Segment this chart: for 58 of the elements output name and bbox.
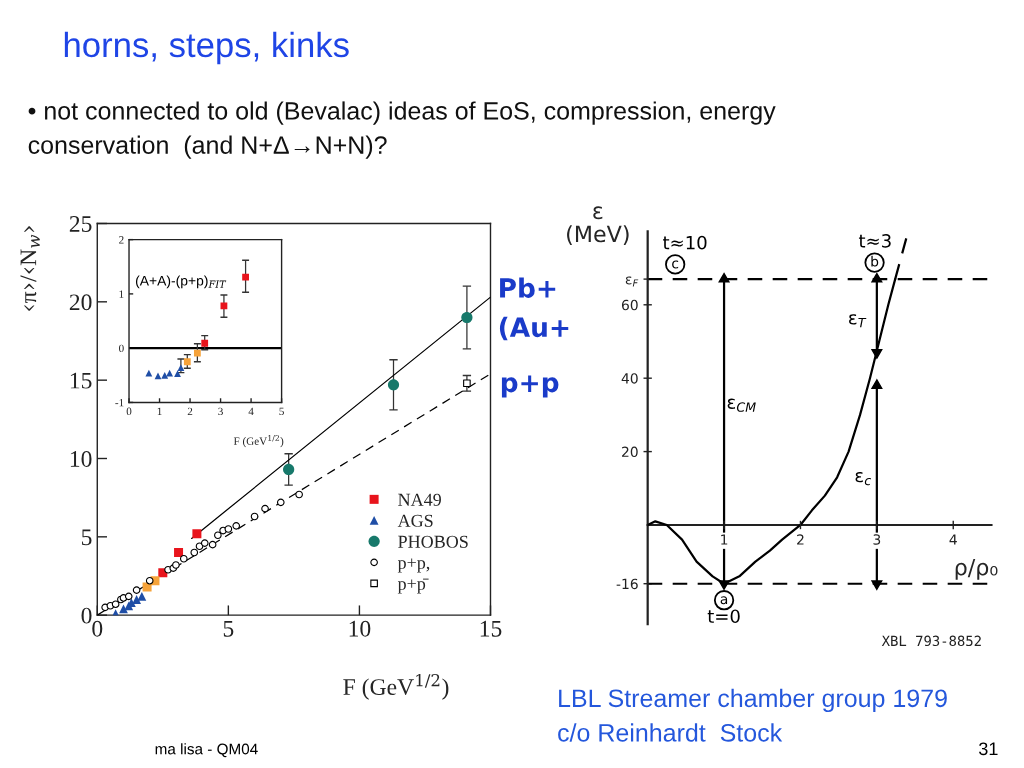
x-tick-label: 4 [949,534,957,545]
text: 31 [979,742,998,756]
x-tick-label: 2 [797,534,804,545]
legend-label: p+p, [397,558,430,573]
x-tick-label: 1 [721,534,728,545]
y-tick-label: 20 [622,446,638,458]
chart-subtitle: • not connected to old (Bevalac) ideas of EoS, compression, energy conservation (and N+Δ→N+N)? [28,101,776,159]
annotation: t≈10 [663,235,707,250]
legend-label: PHOBOS [398,535,468,548]
y-axis-title: ‹π›/‹N$_{w}$› [20,226,40,311]
annotation: ε$_{T}$ [849,314,867,328]
text: (Au+ [499,316,569,341]
y-tick-label: 25 [69,216,92,232]
y-axis-title: ε (MeV) [567,206,629,245]
y-tick-label: 60 [621,299,638,311]
x-tick-label: 2 [187,407,193,415]
x-tick-label: 10 [349,620,371,637]
annotation: (A+A)-(p+p)$_{FIT}$ [135,275,227,289]
annotation: a [720,596,728,605]
legend-label: p+p̄ [397,578,429,594]
x-tick-label: 4 [248,407,254,415]
legend-label: NA49 [398,493,441,506]
y-tick-label: 20 [69,294,92,311]
y-tick-label: 0 [119,344,124,353]
x-tick-label: 0 [92,620,103,637]
x-tick-label: 5 [279,407,284,416]
x-axis-title: F (GeV$^{1/2}$) [233,435,284,448]
y-tick-label: 15 [70,372,92,389]
annotation: t=0 [707,609,740,624]
y-tick-label: ε$_{F}$ [625,276,639,287]
y-tick-label: 1 [119,290,124,298]
annotation: c [672,260,679,269]
y-tick-label: 40 [621,373,638,384]
x-axis-title: ρ/ρ₀ [955,559,998,580]
x-axis-title: F (GeV$^{1/2}$) [343,673,449,700]
y-tick-label: 0 [81,607,92,624]
text: XBL 793-8852 [881,635,981,647]
annotation: b [871,255,879,267]
text: LBL Streamer chamber group 1979 [559,688,947,713]
text: ma lisa - QM04 [155,743,258,758]
x-tick-label: 5 [223,620,234,637]
legend-label: AGS [397,514,433,527]
x-tick-label: 0 [126,407,132,416]
text: Pb+ [500,277,556,298]
y-tick-label: 10 [70,450,92,467]
y-tick-label: -1 [115,398,124,407]
x-tick-label: 15 [480,620,502,637]
annotation: ε$_{CM}$ [727,398,756,412]
x-tick-label: 3 [218,407,223,416]
text: p+p [501,375,559,398]
x-tick-label: 3 [873,534,881,545]
y-tick-label: -16 [616,578,638,590]
text: c/o Reinhardt Stock [558,723,783,742]
annotation: ε$_{c}$ [855,471,872,486]
chart-title: horns, steps, kinks [64,31,349,65]
annotation: t≈3 [858,233,891,248]
x-tick-label: 1 [157,407,162,415]
y-tick-label: 2 [119,236,124,244]
